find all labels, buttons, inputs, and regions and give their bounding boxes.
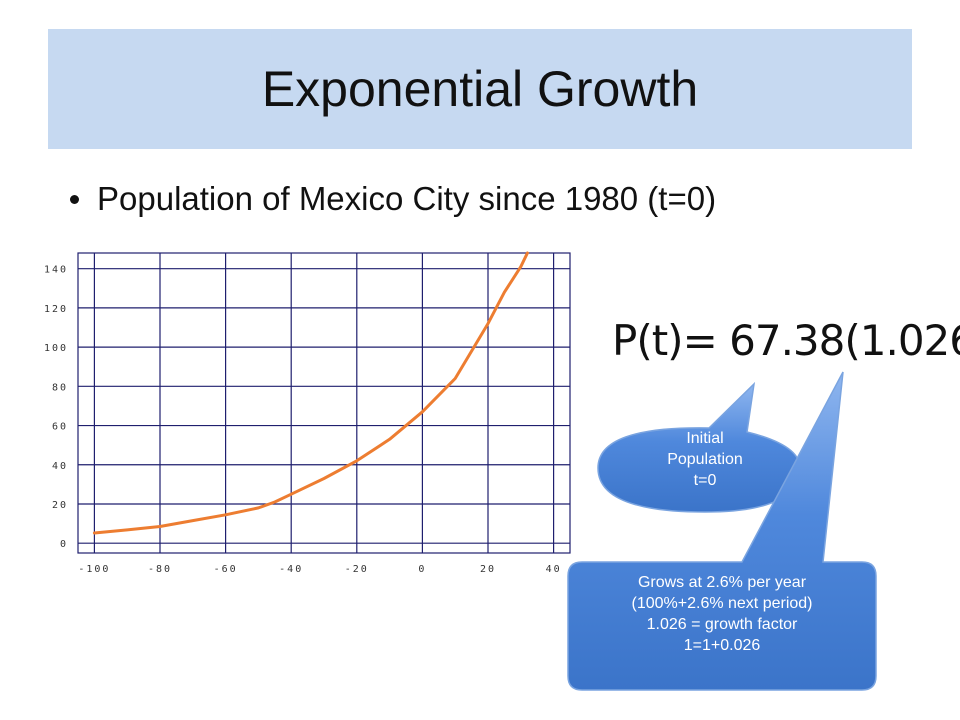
growth-callout-line: Grows at 2.6% per year (637, 574, 807, 591)
y-tick-labels: 0 20 40 60 80 100 120 140 (44, 265, 68, 551)
y-tick-label: 100 (44, 343, 68, 354)
x-tick-label: -40 (279, 564, 303, 575)
population-chart: 0 20 40 60 80 100 120 140 -100 -80 -60 -40 -20 0 20 40 (44, 251, 571, 575)
growth-callout: Grows at 2.6% per year (100%+2.6% next p… (568, 572, 876, 656)
x-tick-label: -100 (78, 564, 110, 575)
y-tick-label: 60 (52, 422, 68, 433)
formula-lhs: P(t) (612, 316, 684, 365)
initial-callout-line: Initial (686, 430, 724, 447)
y-tick-label: 0 (60, 539, 68, 550)
bullet-item: Population of Mexico City since 1980 (t=… (70, 180, 716, 218)
x-tick-label: 0 (418, 564, 426, 575)
plot-frame (77, 252, 571, 554)
bullet-text: Population of Mexico City since 1980 (t=… (97, 180, 717, 217)
y-tick-label: 20 (52, 500, 68, 511)
y-tick-label: 40 (52, 461, 68, 472)
initial-callout-bubble (597, 381, 801, 513)
x-tick-labels: -100 -80 -60 -40 -20 0 20 40 (78, 564, 562, 575)
slide-title: Exponential Growth (261, 61, 699, 117)
x-tick-label: 40 (546, 564, 562, 575)
formula-rhs: = 67.38(1.026) (682, 316, 960, 365)
series-line (92, 251, 529, 535)
bullet-dot-icon (70, 194, 79, 204)
y-tick-label: 80 (52, 382, 68, 393)
initial-callout-line: t=0 (693, 472, 717, 489)
x-tick-label: -60 (214, 564, 238, 575)
growth-callout-line: 1.026 = growth factor (646, 616, 798, 633)
formula: P(t)= 67.38(1.026)t (612, 316, 960, 365)
x-tick-label: -80 (148, 564, 172, 575)
x-tick-label: -20 (345, 564, 369, 575)
growth-callout-line: 1=1+0.026 (683, 637, 761, 654)
initial-callout: Initial Population t=0 (610, 428, 800, 491)
y-tick-label: 120 (44, 304, 68, 315)
x-tick-label: 20 (480, 564, 496, 575)
y-tick-label: 140 (44, 265, 68, 276)
chart-series (92, 251, 529, 535)
growth-callout-bubble (567, 371, 877, 691)
initial-callout-line: Population (667, 451, 743, 468)
chart-grid (77, 252, 571, 554)
title-bar: Exponential Growth (48, 29, 912, 149)
growth-callout-line: (100%+2.6% next period) (631, 595, 813, 612)
